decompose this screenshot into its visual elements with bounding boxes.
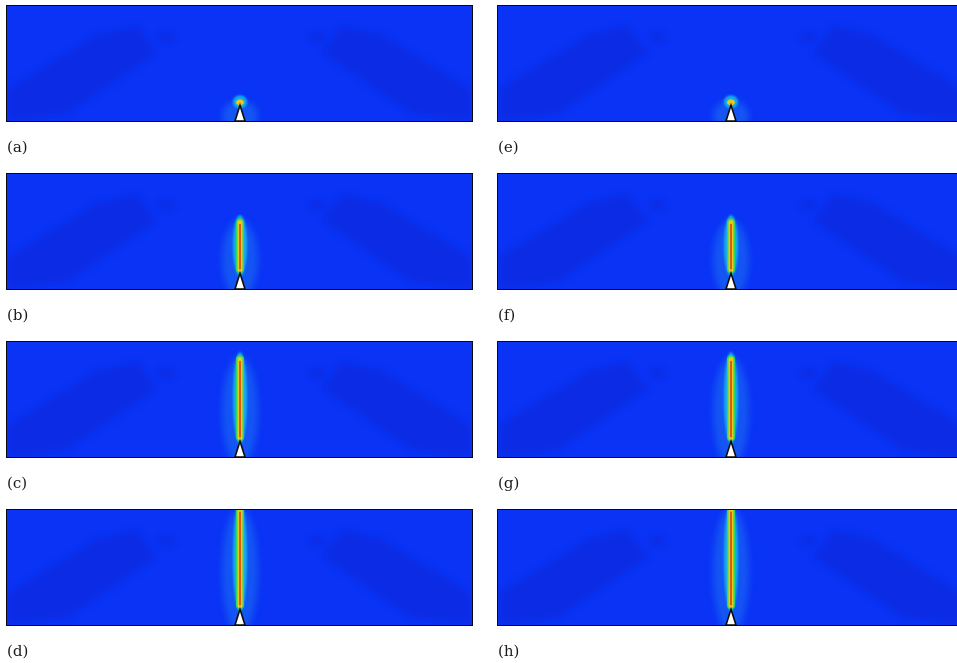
stress-bands bbox=[7, 361, 472, 457]
panel-b bbox=[6, 173, 473, 290]
notch bbox=[725, 102, 737, 121]
panel-f bbox=[497, 173, 957, 290]
panel-e bbox=[497, 5, 957, 122]
crack-band bbox=[236, 355, 244, 442]
notch bbox=[725, 606, 737, 625]
panel-caption-c: (c) bbox=[7, 474, 28, 492]
stress-bands bbox=[498, 529, 957, 625]
stress-field bbox=[498, 510, 957, 625]
notch bbox=[234, 102, 246, 121]
stress-field bbox=[7, 174, 472, 289]
crack-band bbox=[727, 355, 735, 442]
stress-field bbox=[498, 342, 957, 457]
crack-band bbox=[236, 218, 244, 274]
crack-band bbox=[727, 99, 735, 106]
stress-bands bbox=[7, 193, 472, 289]
crack-band bbox=[727, 510, 735, 610]
stress-bands bbox=[498, 25, 957, 121]
crack-band bbox=[236, 510, 244, 610]
panel-caption-g: (g) bbox=[498, 474, 520, 492]
panel-caption-e: (e) bbox=[498, 138, 519, 156]
panel-d bbox=[6, 509, 473, 626]
panel-c bbox=[6, 341, 473, 458]
notch bbox=[725, 438, 737, 457]
panel-caption-a: (a) bbox=[7, 138, 28, 156]
stress-bands bbox=[498, 193, 957, 289]
notch bbox=[725, 270, 737, 289]
stress-field bbox=[498, 174, 957, 289]
stress-bands bbox=[7, 529, 472, 625]
stress-bands bbox=[7, 25, 472, 121]
panel-caption-d: (d) bbox=[7, 642, 29, 660]
notch bbox=[234, 270, 246, 289]
stress-field bbox=[7, 510, 472, 625]
stress-field bbox=[7, 6, 472, 121]
stress-bands bbox=[498, 361, 957, 457]
panel-g bbox=[497, 341, 957, 458]
panel-h bbox=[497, 509, 957, 626]
stress-field bbox=[7, 342, 472, 457]
crack-band bbox=[727, 218, 735, 274]
panel-a bbox=[6, 5, 473, 122]
notch bbox=[234, 438, 246, 457]
notch bbox=[234, 606, 246, 625]
panel-caption-h: (h) bbox=[498, 642, 520, 660]
panel-caption-b: (b) bbox=[7, 306, 29, 324]
crack-band bbox=[236, 99, 244, 106]
stress-field bbox=[498, 6, 957, 121]
panel-caption-f: (f) bbox=[498, 306, 516, 324]
